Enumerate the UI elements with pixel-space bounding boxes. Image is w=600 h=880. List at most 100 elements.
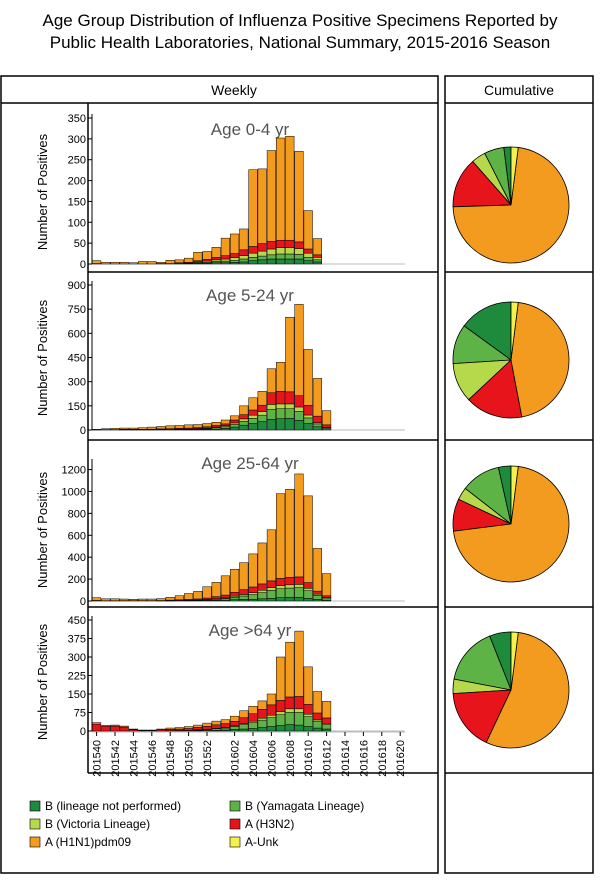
x-tick-label: 201606 [266,740,278,777]
bar-segment [276,391,286,405]
y-tick-label: 100 [68,217,86,229]
bar-segment [276,418,286,431]
bar-segment [285,584,295,589]
bar-segment [202,586,212,599]
bar-segment [220,237,230,256]
bar-segment [276,597,286,602]
bar-segment [257,709,267,719]
panel-title: Age 25-64 yr [201,454,299,473]
bar-segment [138,598,148,601]
x-tick-label: 201616 [358,740,370,777]
bar-segment [220,260,230,263]
bar-segment [147,261,157,265]
bar-segment [312,415,322,423]
bar-segment [257,259,267,265]
bar-segment [303,598,313,602]
bar-segment [312,595,322,600]
bar-segment [312,238,322,256]
pie-slice [510,302,570,418]
bar-segment [294,151,304,243]
bar-segment [312,426,322,431]
bar-segment [248,553,258,588]
bar-segment [174,425,184,429]
bar-segment [202,423,212,428]
pie-slice [510,301,519,361]
bar-segment [294,411,304,421]
bar-segment [276,714,286,726]
y-tick-label: 600 [68,328,86,340]
bar-segment [110,724,120,727]
bar-segment [211,724,221,729]
bar-segment [276,711,286,715]
bar-segment [239,724,249,730]
bar-segment [248,713,258,722]
bar-segment [303,716,313,727]
bar-segment [276,137,286,241]
bar-segment [202,722,212,727]
bar-segment [101,598,111,602]
bar-segment [322,410,332,426]
bar-segment [294,724,304,732]
bar-segment [156,598,166,601]
bar-segment [257,404,267,412]
bar-segment [92,723,102,732]
chart-title: Age Group Distribution of Influenza Posi… [0,10,600,54]
bar-segment [101,725,111,732]
bar-segment [266,254,276,260]
bar-segment [101,428,111,430]
bar-segment [257,421,267,431]
bar-segment [266,587,276,591]
bar-segment [294,241,304,249]
bar-segment [266,598,276,602]
bar-segment [266,392,276,405]
bar-segment [193,724,203,728]
pie-slice [510,631,519,691]
bar-segment [312,712,322,721]
bar-segment [303,260,313,265]
bar-segment [285,641,295,698]
bar-segment [322,728,332,732]
bar-segment [294,304,304,396]
y-tick-label: 450 [68,615,86,627]
bar-segment [230,726,240,730]
bar-segment [303,588,313,591]
x-tick-label: 201544 [128,740,140,777]
bar-segment [230,415,240,421]
bar-segment [239,717,249,724]
bar-segment [285,136,295,241]
bar-segment [184,726,194,729]
panel-title: Age 0-4 yr [211,120,290,139]
bar-segment [248,594,258,600]
bar-segment [156,728,166,731]
bar-segment [220,719,230,724]
bar-segment [193,591,203,600]
x-tick-label: 201542 [110,740,122,777]
y-tick-label: 300 [68,377,86,389]
x-tick-label: 201614 [340,740,352,777]
bar-segment [285,258,295,265]
bar-segment [303,210,313,250]
y-tick-label: 0 [80,259,86,271]
bar-segment [303,713,313,717]
bar-segment [174,727,184,730]
x-tick-label: 201552 [202,740,214,777]
bar-segment [294,254,304,260]
legend-entry: A (H3N2) [245,817,294,831]
bar-segment [248,252,258,258]
y-tick-label: 200 [68,176,86,188]
bar-segment [294,258,304,265]
bar-segment [211,257,221,261]
bar-segment [276,247,286,255]
bar-segment [101,262,111,265]
bar-segment [303,349,313,406]
bar-segment [248,418,258,424]
bar-segment [138,427,148,430]
x-tick-label: 201550 [184,740,196,777]
bar-segment [257,391,267,406]
bar-segment [285,712,295,725]
bar-segment [248,409,258,416]
bar-segment [285,403,295,409]
bar-segment [266,409,276,420]
bar-segment [276,362,286,392]
bar-segment [119,262,129,265]
